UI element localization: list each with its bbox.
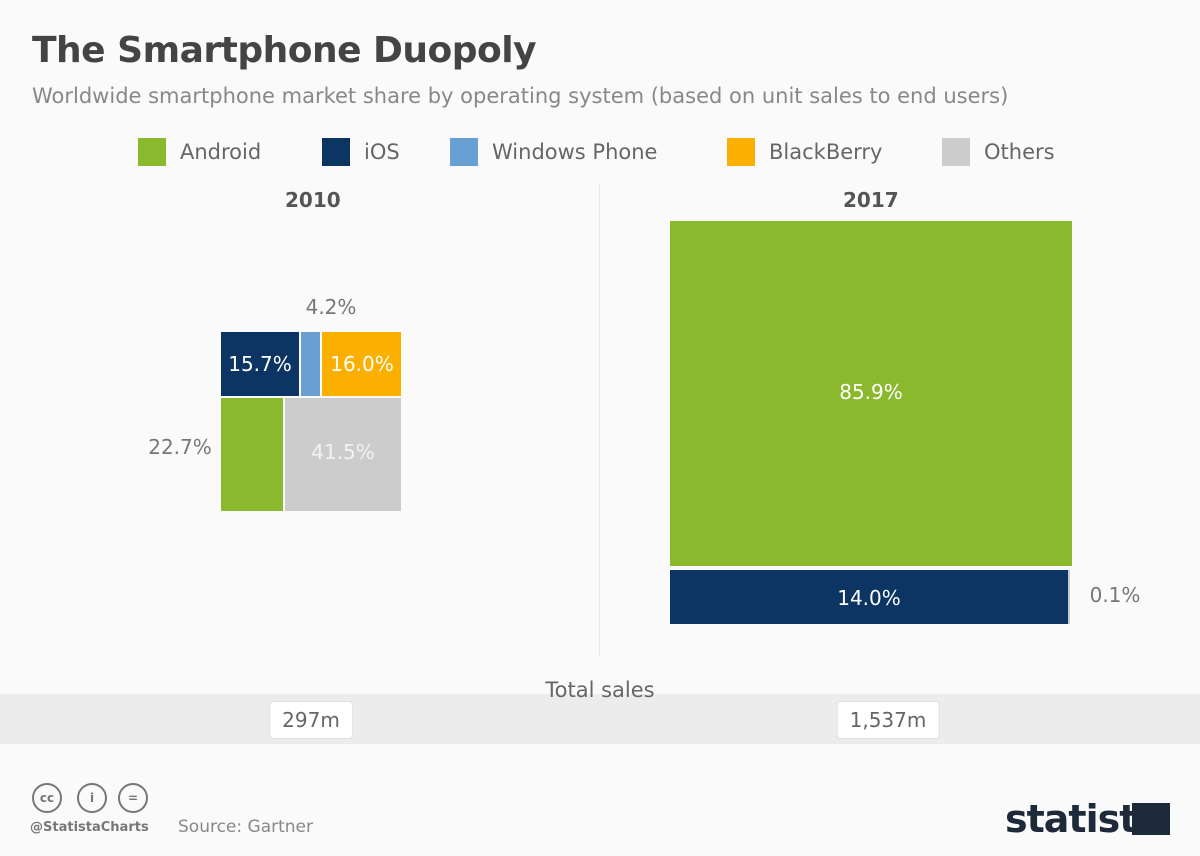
legend-swatch	[450, 138, 478, 166]
twitter-handle: @StatistaCharts	[30, 820, 149, 835]
year-2010: 2010	[285, 188, 341, 212]
label-2010-android: 22.7%	[148, 435, 212, 459]
label-2010-ios: 15.7%	[228, 352, 292, 376]
label-2010-others: 41.5%	[311, 440, 375, 464]
legend-item-ios: iOS	[322, 138, 400, 166]
segment-2010-android	[221, 398, 283, 511]
label-2017-others: 0.1%	[1089, 583, 1141, 607]
segment-2010-ios	[221, 332, 299, 396]
chart-title: The Smartphone Duopoly	[32, 30, 537, 71]
legend-swatch	[727, 138, 755, 166]
legend-label: Windows Phone	[492, 140, 658, 164]
total-sales-label: Total sales	[545, 678, 655, 702]
label-2017-android: 85.9%	[839, 380, 903, 404]
legend-label: Others	[984, 140, 1055, 164]
label-2010-blackberry: 16.0%	[330, 352, 394, 376]
chart-subtitle: Worldwide smartphone market share by ope…	[32, 84, 1009, 108]
statista-logo-mark	[1132, 803, 1170, 835]
segment-2010-others	[285, 398, 401, 511]
legend-label: Android	[180, 140, 262, 164]
segment-2017-others	[1068, 570, 1070, 624]
legend-swatch	[138, 138, 166, 166]
segment-2017-ios	[670, 570, 1068, 624]
segment-2010-windows-phone	[301, 332, 320, 396]
cc-icon: cc	[32, 783, 62, 813]
year-2017: 2017	[843, 188, 899, 212]
legend-label: iOS	[364, 140, 400, 164]
label-2017-ios: 14.0%	[837, 586, 901, 610]
label-2010-windows-phone: 4.2%	[305, 295, 357, 319]
total-sales-2017: 1,537m	[836, 701, 940, 739]
panel-divider	[599, 185, 600, 655]
segment-2017-android	[670, 221, 1072, 566]
legend-item-blackberry: BlackBerry	[727, 138, 882, 166]
legend-swatch	[322, 138, 350, 166]
legend-item-android: Android	[138, 138, 261, 166]
legend-label: BlackBerry	[769, 140, 883, 164]
legend-swatch	[942, 138, 970, 166]
total-sales-2010: 297m	[269, 701, 353, 739]
legend-item-windows-phone: Windows Phone	[450, 138, 657, 166]
segment-2010-blackberry	[322, 332, 401, 396]
by-icon: i	[77, 783, 107, 813]
legend-item-others: Others	[942, 138, 1055, 166]
nd-icon: =	[118, 783, 148, 813]
total-sales-band	[0, 694, 1200, 744]
source: Source: Gartner	[178, 817, 313, 837]
